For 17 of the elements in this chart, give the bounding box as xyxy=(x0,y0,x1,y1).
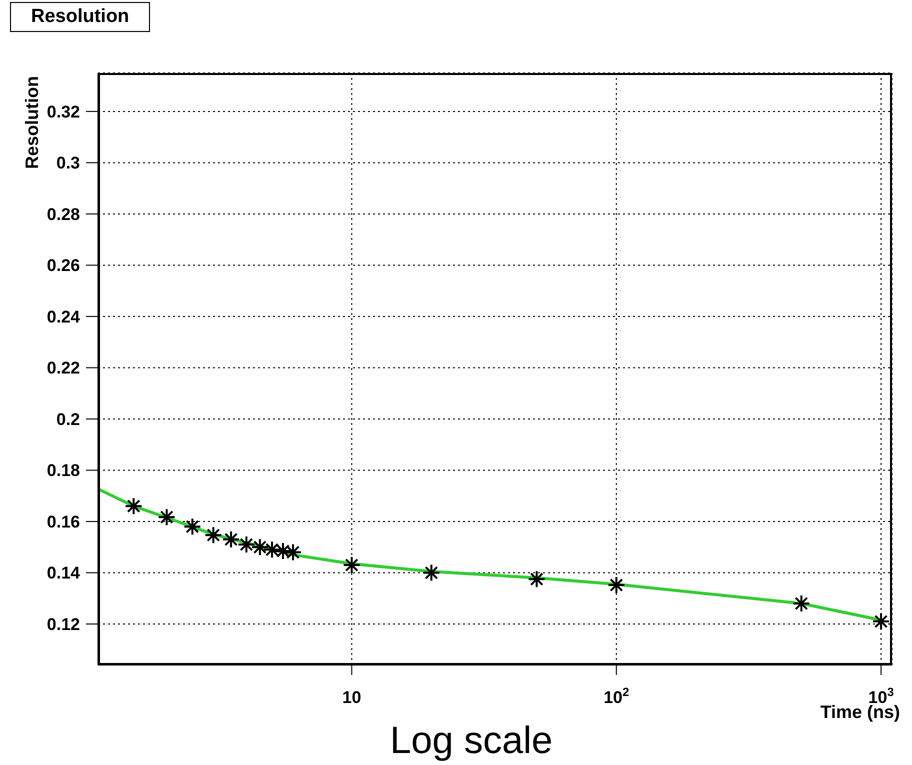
y-tick-label: 0.22 xyxy=(46,358,80,378)
y-axis-title: Resolution xyxy=(22,76,42,169)
y-tick-label: 0.32 xyxy=(46,102,80,122)
chart-title: Resolution xyxy=(31,6,130,27)
y-tick-label: 0.2 xyxy=(56,410,80,429)
text: Log scale xyxy=(390,720,553,762)
y-tick-label: 0.18 xyxy=(46,461,80,480)
y-tick-label: 0.3 xyxy=(56,154,80,173)
y-tick-label: 0.12 xyxy=(46,614,80,634)
y-tick-label: 0.16 xyxy=(46,512,80,532)
y-tick-label: 0.14 xyxy=(46,564,81,583)
x-tick-label: 10 xyxy=(342,688,362,707)
y-tick-label: 0.26 xyxy=(46,256,80,276)
x-tick-label: 10$^{2}$ xyxy=(604,685,630,707)
y-tick-label: 0.28 xyxy=(46,204,80,224)
x-axis-title: Time (ns) xyxy=(820,702,900,722)
y-tick-label: 0.24 xyxy=(46,307,81,326)
